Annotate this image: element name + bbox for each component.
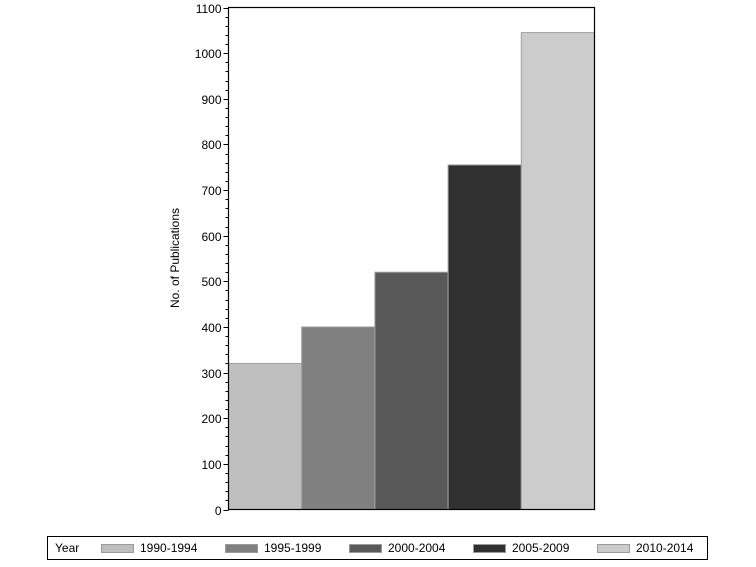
bar-2005-2009 — [447, 164, 522, 510]
bar-2010-2014 — [520, 32, 595, 510]
legend-label: 1990-1994 — [140, 541, 198, 555]
plot-frame — [227, 6, 596, 511]
legend-item: 2000-2004 — [349, 541, 473, 555]
y-tick-label: 700 — [201, 184, 221, 198]
legend-item: 2010-2014 — [597, 541, 707, 555]
y-tick-label: 600 — [201, 230, 221, 244]
legend: Year 1990-1994 1995-1999 2000-2004 2005-200… — [47, 536, 708, 560]
bar-1990-1994 — [228, 362, 303, 510]
bar-1995-1999 — [301, 326, 376, 511]
bar-chart: 0 100 200 300 400 500 600 700 800 900 1000 1100 No.… — [168, 2, 596, 518]
legend-label: 2010-2014 — [636, 541, 694, 555]
y-axis-label: No. of Publications — [168, 208, 182, 308]
y-axis: 0 100 200 300 400 500 600 700 800 900 1000 1100 — [195, 2, 229, 518]
y-tick-label: 300 — [201, 367, 221, 381]
legend-swatch — [349, 543, 382, 553]
legend-label: 2000-2004 — [388, 541, 446, 555]
bar-2000-2004 — [374, 271, 449, 511]
y-tick-label: 800 — [201, 138, 221, 152]
y-tick-label: 1000 — [195, 47, 222, 61]
legend-swatch — [597, 543, 630, 553]
legend-item: 1995-1999 — [225, 541, 349, 555]
legend-swatch — [101, 543, 134, 553]
legend-label: 2005-2009 — [512, 541, 570, 555]
y-tick-label: 900 — [201, 93, 221, 107]
y-tick-label: 400 — [201, 321, 221, 335]
y-tick-label: 1100 — [196, 2, 222, 16]
bars-group — [228, 32, 595, 511]
y-tick-label: 500 — [201, 275, 221, 289]
legend-item: 1990-1994 — [101, 541, 225, 555]
legend-label: 1995-1999 — [264, 541, 322, 555]
y-tick-label: 100 — [201, 458, 221, 472]
legend-swatch — [225, 543, 258, 553]
legend-title: Year — [55, 541, 80, 555]
legend-item: 2005-2009 — [473, 541, 597, 555]
y-tick-label: 0 — [215, 504, 222, 518]
legend-swatch — [473, 543, 506, 553]
y-tick-label: 200 — [201, 412, 221, 426]
